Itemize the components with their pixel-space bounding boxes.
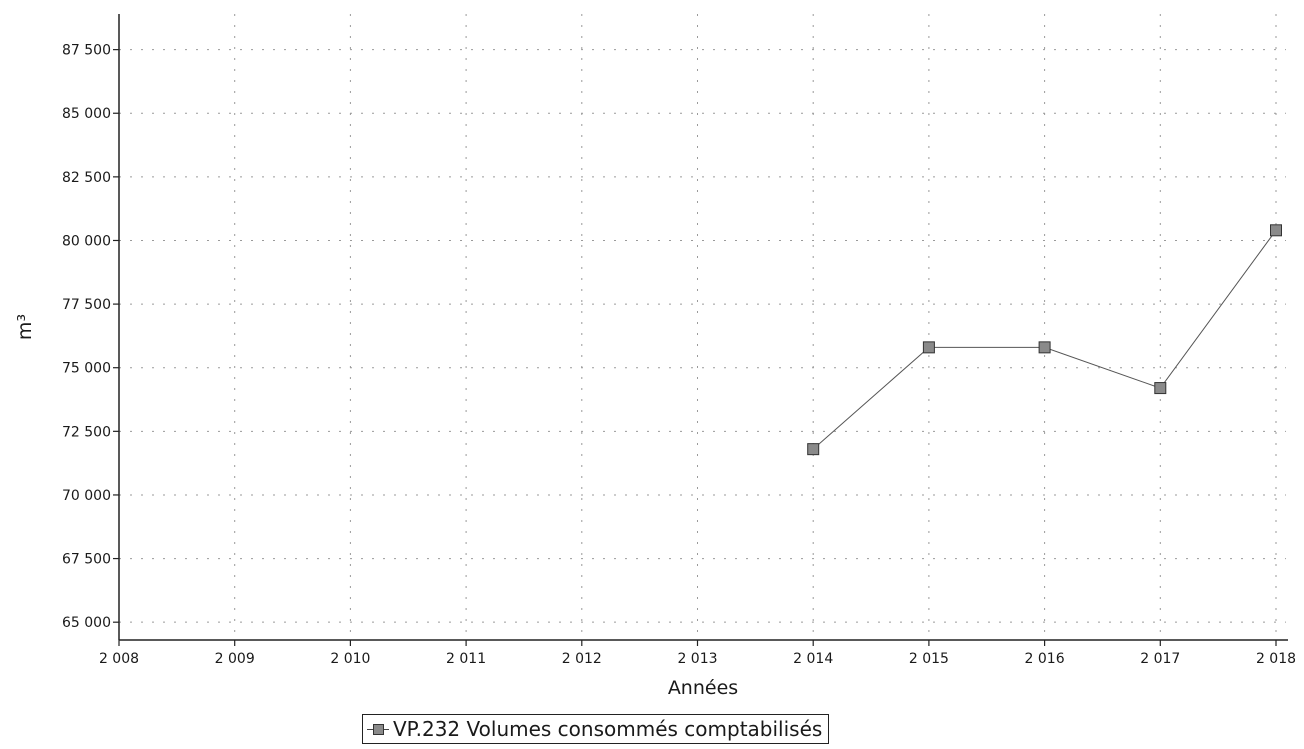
y-tick-label: 87 500 (62, 43, 111, 59)
x-tick-label: 2 014 (793, 651, 833, 667)
series-layer (807, 224, 1282, 456)
legend-series-label: VP.232 Volumes consommés comptabilisés (393, 717, 823, 741)
y-axis-title: m³ (14, 314, 36, 340)
y-tick-label: 85 000 (62, 106, 111, 122)
x-axis-ticks: 2 008 2 009 2 010 2 011 2 012 2 013 2 014 2 015… (99, 640, 1296, 667)
data-point-marker (1270, 224, 1282, 237)
y-tick-label: 67 500 (62, 552, 111, 568)
x-tick-label: 2 011 (446, 651, 486, 667)
data-point-marker (807, 443, 820, 456)
legend-square-marker-icon (367, 722, 389, 736)
y-tick-label: 80 000 (62, 233, 111, 249)
y-tick-label: 82 500 (62, 170, 111, 186)
x-tick-label: 2 012 (562, 651, 602, 667)
x-tick-label: 2 008 (99, 651, 139, 667)
x-tick-label: 2 016 (1025, 651, 1065, 667)
x-axis-title: Années (668, 677, 738, 699)
y-tick-label: 72 500 (62, 424, 111, 440)
data-point-marker (922, 341, 935, 354)
data-point-marker (1154, 382, 1167, 395)
y-tick-label: 75 000 (62, 361, 111, 377)
grid-lines (118, 14, 1286, 640)
x-tick-label: 2 009 (215, 651, 255, 667)
x-tick-label: 2 018 (1256, 651, 1296, 667)
y-tick-label: 77 500 (62, 297, 111, 313)
y-axis-ticks: 65 000 67 500 70 000 72 500 75 000 77 500 80 0… (62, 43, 119, 631)
series-line (812, 230, 1277, 450)
data-point-marker (1038, 341, 1051, 354)
x-tick-label: 2 013 (677, 651, 717, 667)
y-tick-label: 65 000 (62, 615, 111, 631)
chart-legend: VP.232 Volumes consommés comptabilisés (362, 714, 830, 744)
y-tick-label: 70 000 (62, 488, 111, 504)
x-tick-label: 2 017 (1140, 651, 1180, 667)
x-tick-label: 2 015 (909, 651, 949, 667)
x-tick-label: 2 010 (330, 651, 370, 667)
